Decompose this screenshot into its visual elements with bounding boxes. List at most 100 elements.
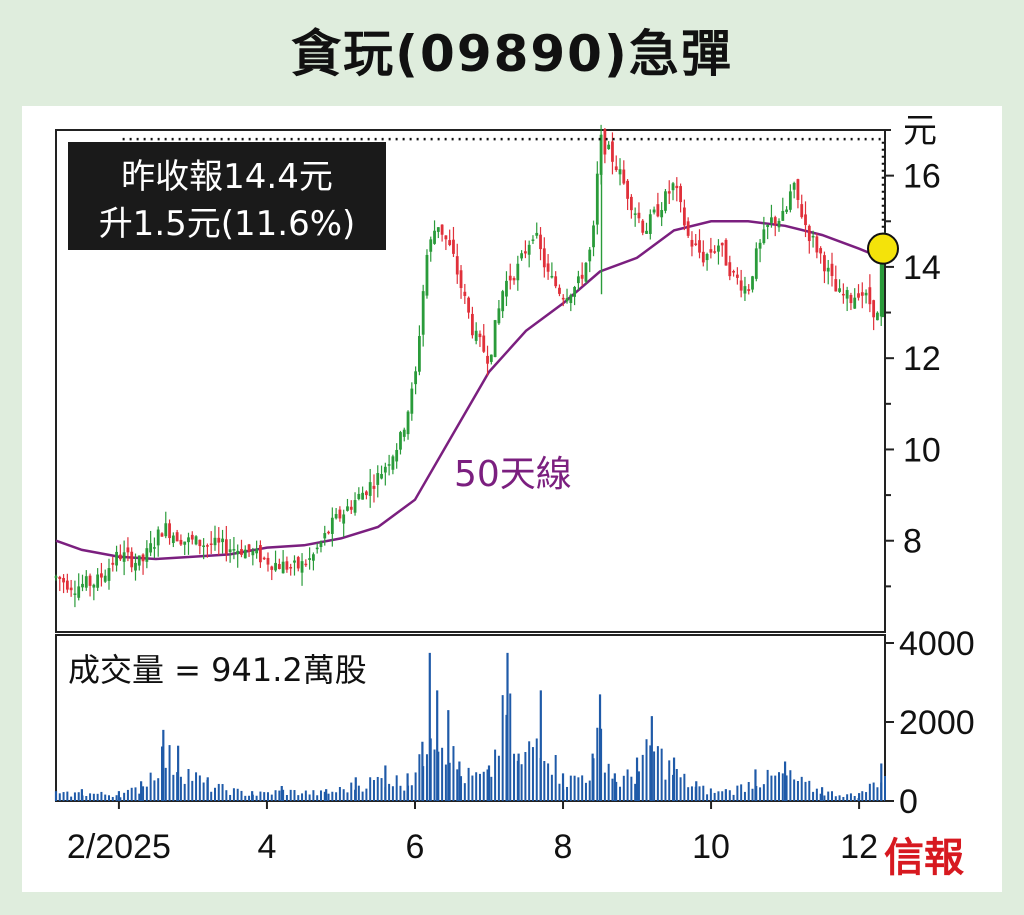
axes-layer: 8 10 12 14 16 元 0 2000 4000 2/2025 4 6 8 10 12 [67, 112, 975, 866]
candle-body [228, 549, 232, 553]
price-y-tick-label: 16 [903, 158, 941, 196]
candle-body [626, 180, 629, 199]
candle-body [576, 276, 580, 284]
candle-body [735, 274, 739, 278]
candle-body [440, 224, 444, 235]
candle-body [486, 355, 489, 364]
info-box [68, 142, 386, 250]
candle-body [319, 542, 323, 548]
candle-body [240, 549, 243, 555]
candle-body [788, 191, 792, 210]
candle-body [588, 249, 592, 262]
candle-body [826, 267, 830, 272]
candle-body [637, 212, 641, 219]
candle-body [796, 179, 800, 200]
candle-body [115, 551, 118, 566]
candle-body [751, 276, 754, 290]
candle-body [448, 240, 452, 246]
candle-body [92, 584, 96, 588]
candle-body [713, 251, 717, 253]
candle-body [834, 279, 838, 292]
candle-body [542, 248, 546, 268]
brand-logo-text: 信報 [884, 834, 964, 881]
candle-body [698, 240, 701, 253]
candle-body [84, 576, 88, 588]
candle-body [709, 249, 713, 253]
candle-body [868, 287, 872, 305]
candle-body [629, 196, 633, 211]
candle-body [122, 552, 126, 562]
candle-body [444, 235, 448, 240]
candle-body [183, 541, 187, 545]
candle-body [804, 214, 807, 226]
candle-body [118, 554, 122, 560]
candle-body [682, 207, 686, 226]
candle-body [550, 275, 554, 278]
candle-body [100, 573, 103, 578]
candle-body [198, 539, 202, 547]
candle-body [686, 221, 690, 236]
price-y-tick-label: 14 [903, 249, 941, 287]
candle-body [838, 288, 841, 292]
candle-body [137, 555, 141, 566]
candle-body [103, 575, 107, 582]
candle-body [58, 576, 62, 580]
candle-body [645, 230, 648, 234]
candle-body [149, 543, 153, 553]
chart-title: 貪玩(09890)急彈 [291, 25, 733, 83]
candle-body [327, 531, 330, 534]
candle-body [368, 482, 372, 496]
candle-body [539, 234, 542, 250]
candle-body [387, 464, 391, 466]
candle-body [694, 243, 698, 245]
candle-body [179, 539, 183, 545]
candle-body [853, 297, 857, 309]
candle-body [754, 248, 758, 279]
candle-body [433, 230, 436, 244]
candle-body [380, 474, 383, 479]
candle-body [531, 239, 535, 241]
candle-body [414, 371, 418, 385]
candle-body [334, 514, 338, 519]
candle-body [717, 245, 720, 252]
candle-body [134, 562, 137, 571]
candle-body [800, 204, 804, 218]
info-box-line2: 升1.5元(11.6%) [99, 204, 356, 244]
candle-body [365, 491, 368, 496]
ma50-label: 50天線 [454, 454, 572, 495]
candle-body [217, 537, 221, 543]
candle-body [611, 141, 614, 162]
candle-body [213, 537, 217, 546]
candle-body [747, 289, 751, 291]
candle-body [732, 271, 735, 273]
candle-body [845, 290, 849, 299]
candle-body [277, 564, 281, 569]
candle-body [482, 335, 486, 352]
candle-body [221, 538, 224, 543]
candle-body [592, 225, 595, 248]
candle-body [561, 297, 565, 300]
candle-body [111, 562, 115, 565]
candle-body [281, 561, 285, 574]
candle-body [660, 210, 664, 218]
candle-body [656, 204, 660, 217]
candle-body [505, 280, 508, 297]
candle-body [607, 144, 611, 150]
candle-body [648, 214, 652, 234]
candle-body [323, 533, 327, 539]
candle-body [739, 280, 743, 291]
price-unit-label: 元 [903, 112, 937, 150]
candle-body [410, 388, 414, 414]
candle-body [527, 244, 531, 255]
candle-body [361, 492, 365, 500]
candles-layer [54, 124, 887, 608]
candle-body [512, 278, 516, 281]
candle-body [247, 544, 251, 552]
candle-body [399, 432, 402, 450]
candle-body [168, 523, 171, 539]
candle-body [463, 291, 467, 296]
volume-layer [54, 652, 886, 801]
candle-body [69, 587, 73, 591]
candle-body [224, 539, 228, 554]
volume-label: 成交量 = 941.2萬股 [68, 651, 367, 689]
